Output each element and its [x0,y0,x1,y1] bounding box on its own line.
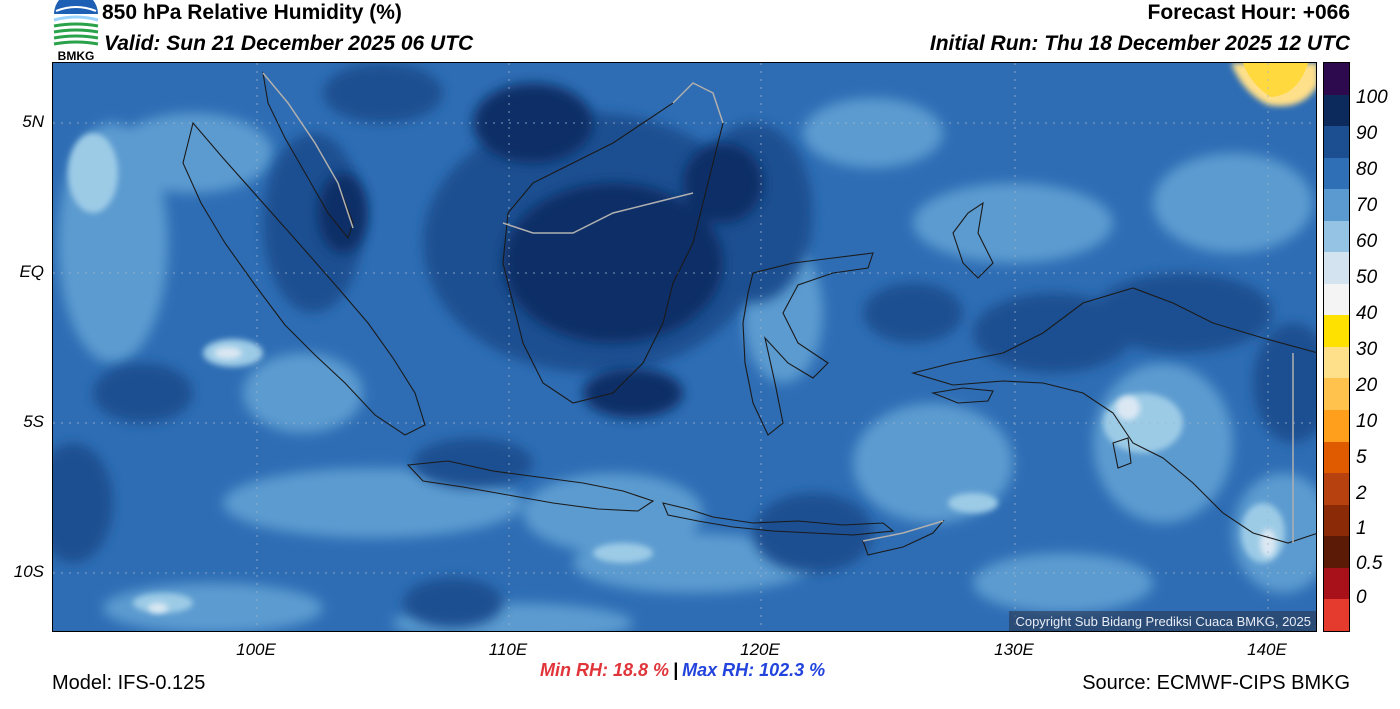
colorbar-segment [1324,473,1349,505]
colorbar-segment [1324,252,1349,284]
initial-run: Initial Run: Thu 18 December 2025 12 UTC [929,32,1350,55]
colorbar-segment [1324,536,1349,568]
colorbar-label-60: 60 [1356,231,1378,252]
max-rh-value: Max RH: 102.3 % [682,660,826,680]
source-label: Source: ECMWF-CIPS BMKG [1082,672,1350,694]
country-borders [262,72,1294,543]
lat-label-5n: 5N [22,112,44,131]
lon-label-100e: 100E [236,640,276,659]
colorbar-segment [1324,441,1349,474]
colorbar-label-0: 0 [1356,587,1367,608]
colorbar-segment [1324,94,1349,127]
dry-region-ne [1231,63,1316,106]
colorbar-label-30: 30 [1356,339,1378,360]
lon-label-130e: 130E [994,640,1034,659]
colorbar-segment [1324,126,1349,158]
valid-time: Valid: Sun 21 December 2025 06 UTC [104,32,474,55]
lat-label-10s: 10S [13,562,44,581]
rh-stats: Min RH: 18.8 % | Max RH: 102.3 % [540,660,825,681]
colorbar-segment [1324,346,1349,379]
colorbar-label-70: 70 [1356,195,1378,216]
colorbar-label-2: 2 [1356,483,1367,504]
colorbar-segment [1324,283,1349,316]
lon-label-110e: 110E [488,640,528,659]
graticule [53,63,1316,631]
colorbar-segment [1324,220,1349,253]
colorbar-segment [1324,410,1349,442]
colorbar-label-0-5: 0.5 [1356,553,1383,574]
logo-text: BMKG [58,49,95,62]
colorbar-segment [1324,504,1349,537]
stats-separator: | [673,660,679,680]
humidity-map: Copyright Sub Bidang Prediksi Cuaca BMKG… [52,62,1317,632]
forecast-hour: Forecast Hour: +066 [1147,1,1351,24]
copyright-notice: Copyright Sub Bidang Prediksi Cuaca BMKG… [1009,611,1316,631]
colorbar-label-10: 10 [1356,411,1378,432]
colorbar-segment [1324,378,1349,411]
colorbar-segment [1324,599,1349,631]
lon-label-140e: 140E [1247,640,1287,659]
colorbar-segment [1324,157,1349,190]
map-title: 850 hPa Relative Humidity (%) [102,1,402,24]
colorbar-label-40: 40 [1356,303,1378,324]
colorbar-label-90: 90 [1356,123,1378,144]
colorbar-label-50: 50 [1356,267,1378,288]
colorbar-segment [1324,567,1349,600]
model-label: Model: IFS-0.125 [52,672,206,694]
min-rh-value: Min RH: 18.8 % [540,660,670,680]
colorbar-label-20: 20 [1356,375,1378,396]
colorbar-label-5: 5 [1356,447,1367,468]
lat-label-eq: EQ [19,262,44,281]
colorbar-label-1: 1 [1356,518,1367,539]
bmkg-logo: BMKG [50,0,102,63]
colorbar-segment [1324,189,1349,221]
colorbar-label-80: 80 [1356,159,1378,180]
colorbar [1323,62,1350,632]
colorbar-segment [1324,315,1349,347]
lat-label-5s: 5S [23,412,44,431]
lon-label-120e: 120E [740,640,780,659]
colorbar-segment [1324,63,1349,95]
colorbar-label-100: 100 [1356,87,1388,108]
